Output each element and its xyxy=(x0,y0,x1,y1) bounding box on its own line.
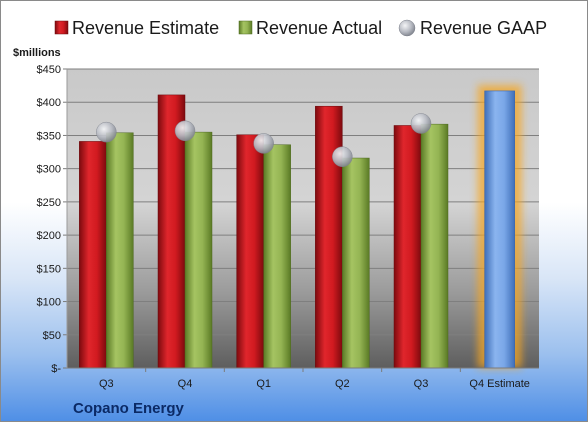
x-tick-label: Q3 xyxy=(99,378,114,390)
marker-revenue-gaap xyxy=(410,113,432,134)
legend-label-estimate: Revenue Estimate xyxy=(72,18,219,38)
y-axis-units-label: $millions xyxy=(13,47,61,59)
legend-item-revenue-estimate[interactable]: Revenue Estimate xyxy=(54,18,219,38)
bars xyxy=(79,84,522,369)
legend-label-actual: Revenue Actual xyxy=(256,18,382,38)
legend-swatch-actual xyxy=(238,20,253,35)
marker-revenue-gaap xyxy=(332,146,353,167)
x-tick-label: Q4 Estimate xyxy=(469,378,530,390)
bar-revenue-actual xyxy=(342,157,370,369)
bar-revenue-actual xyxy=(420,123,449,369)
y-tick-label: $300 xyxy=(37,164,61,176)
bar-revenue-estimate xyxy=(236,134,264,369)
plot-area xyxy=(67,69,539,368)
x-tick-label: Q1 xyxy=(256,378,271,390)
bar-revenue-estimate xyxy=(393,125,422,369)
legend-marker-gaap xyxy=(398,19,416,37)
marker-revenue-gaap xyxy=(174,120,196,142)
x-tick-label: Q2 xyxy=(335,378,350,390)
x-tick-label: Q3 xyxy=(414,378,429,390)
bar-revenue-actual xyxy=(106,132,134,369)
bar-revenue-estimate xyxy=(315,105,343,369)
legend: Revenue Estimate Revenue Actual Revenue … xyxy=(54,18,547,38)
y-tick-label: $50 xyxy=(43,330,61,342)
marker-revenue-gaap xyxy=(253,133,274,154)
y-tick-label: $200 xyxy=(37,230,61,242)
y-tick-label: $400 xyxy=(37,97,61,109)
bar-revenue-actual xyxy=(184,131,213,369)
company-name: Copano Energy xyxy=(73,400,185,417)
legend-item-revenue-gaap[interactable]: Revenue GAAP xyxy=(398,18,547,38)
bar-revenue-actual xyxy=(263,144,291,369)
y-tick-label: $450 xyxy=(37,64,61,76)
x-axis-ticks: Q3 Q4 Q1 Q2 Q3 Q4 Estimate xyxy=(99,368,530,390)
bar-revenue-estimate xyxy=(157,94,186,369)
legend-swatch-estimate xyxy=(54,20,69,35)
bar-revenue-estimate xyxy=(79,141,107,369)
y-tick-label: $350 xyxy=(37,130,61,142)
legend-item-revenue-actual[interactable]: Revenue Actual xyxy=(238,18,382,38)
gridlines xyxy=(67,68,539,336)
marker-revenue-gaap xyxy=(96,121,117,143)
y-tick-label: $150 xyxy=(37,263,61,275)
y-tick-label: $- xyxy=(51,363,61,375)
y-axis-ticks: $- $50 $100 $150 $200 $250 $300 $350 $400 $450 xyxy=(37,64,67,375)
bar-q4-estimate xyxy=(484,90,515,369)
y-tick-label: $100 xyxy=(37,297,61,309)
gaap-markers xyxy=(96,113,432,167)
x-tick-label: Q4 xyxy=(178,378,193,390)
legend-label-gaap: Revenue GAAP xyxy=(420,18,547,38)
y-tick-label: $250 xyxy=(37,197,61,209)
